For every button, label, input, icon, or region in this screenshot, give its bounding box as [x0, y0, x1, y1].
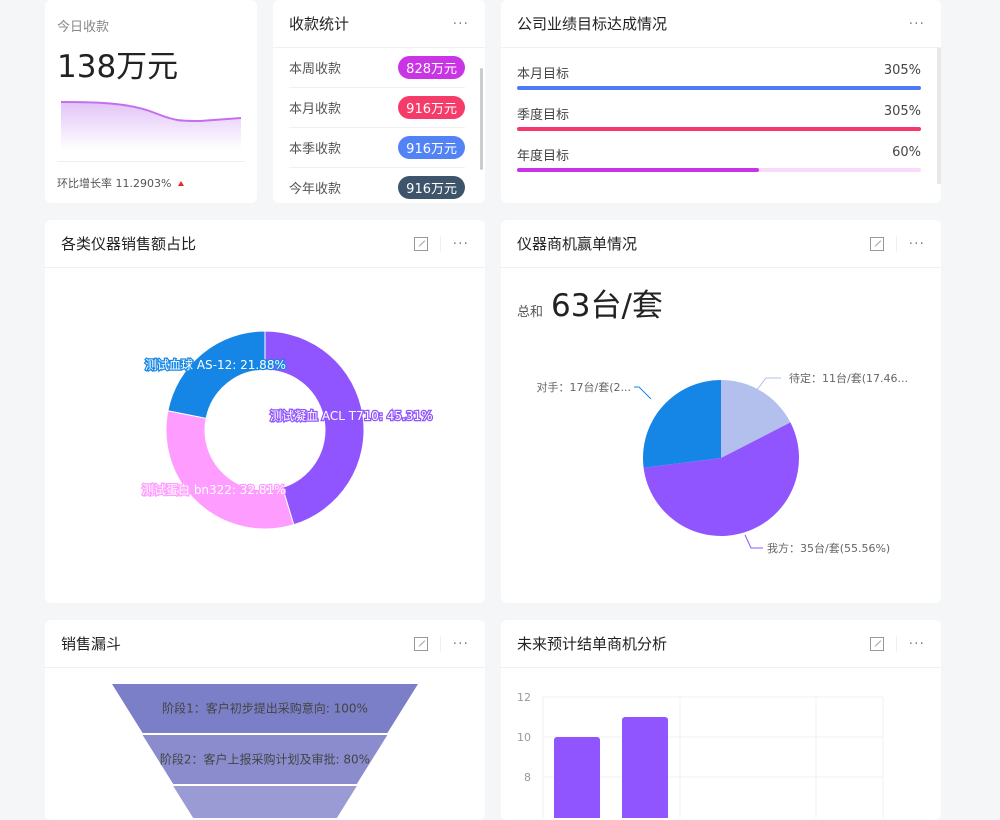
scrollbar[interactable] — [480, 68, 483, 170]
funnel-stage[interactable] — [112, 684, 418, 733]
sparkline — [60, 101, 242, 150]
donut-slice[interactable] — [264, 330, 365, 526]
card-title: 公司业绩目标达成情况 — [517, 15, 668, 33]
pie-slice[interactable] — [721, 380, 791, 458]
label-line — [634, 386, 652, 400]
donut-slice[interactable] — [167, 330, 266, 419]
expand-icon[interactable] — [413, 236, 428, 251]
more-icon[interactable]: ··· — [908, 635, 925, 652]
card-title: 收款统计 — [289, 15, 350, 33]
stage-label: 阶段1：客户初步提出采购意向: 100% — [162, 701, 368, 716]
funnel-stage[interactable] — [173, 786, 357, 818]
progress-fill — [517, 168, 760, 172]
expand-icon[interactable] — [869, 636, 884, 651]
slice-label: 我方：35台/套(55.56%) — [767, 541, 890, 555]
card-title: 仪器商机赢单情况 — [517, 235, 638, 253]
progress-fill — [517, 127, 921, 131]
donut-card: 各类仪器销售额占比 ··· 测试凝血 ACL T710: 45.31% 测试蛋白 b… — [45, 220, 485, 603]
pie-chart: 待定：11台/套(17.46... 我方：35台/套(55.56%) 对手：17台/… — [537, 371, 908, 555]
receipt-row: 本月收款 916万元 — [289, 88, 465, 128]
receipt-label: 今年收款 — [289, 182, 342, 197]
receipt-row: 今年收款 916万元 — [289, 168, 465, 203]
receipt-label: 本季收款 — [289, 142, 342, 157]
pie-slice[interactable] — [643, 380, 721, 468]
donut-slice[interactable] — [165, 410, 295, 530]
receipt-value-badge: 916万元 — [398, 176, 465, 199]
donut-chart: 测试凝血 ACL T710: 45.31% 测试蛋白 bn322: 32.81% 测… — [141, 330, 434, 530]
pie-card: 仪器商机赢单情况 ··· 总和 63台/套 待定：11台/套(17.46... 我方… — [501, 220, 941, 603]
today-value: 138万元 — [57, 49, 179, 85]
slice-label: 测试蛋白 bn322: 32.81% — [142, 482, 286, 497]
stage-label: 阶段2：客户上报采购计划及审批: 80% — [160, 752, 370, 767]
more-icon[interactable]: ··· — [452, 235, 469, 252]
receipt-row: 本季收款 916万元 — [289, 128, 465, 168]
card-title: 未来预计结单商机分析 — [517, 635, 668, 653]
y-tick-label: 12 — [517, 691, 531, 704]
receipt-row: 本周收款 828万元 — [289, 48, 465, 88]
goal-value: 305% — [883, 104, 921, 119]
more-icon[interactable]: ··· — [908, 235, 925, 252]
slice-label: 测试凝血 ACL T710: 45.31% — [270, 408, 433, 423]
funnel-chart: 阶段1：客户初步提出采购意向: 100% 阶段2：客户上报采购计划及审批: 80% — [112, 684, 418, 818]
slice-label: 对手：17台/套(2... — [537, 380, 631, 394]
expand-icon[interactable] — [869, 236, 884, 251]
goal-label: 年度目标 — [517, 149, 570, 164]
card-title: 销售漏斗 — [61, 635, 122, 653]
y-tick-label: 8 — [524, 771, 531, 784]
receipt-label: 本周收款 — [289, 62, 342, 77]
receipt-label: 本月收款 — [289, 102, 342, 117]
goal-value: 60% — [892, 145, 921, 160]
total-label: 总和 — [517, 305, 544, 320]
today-label: 今日收款 — [57, 20, 110, 35]
receipt-value-badge: 828万元 — [398, 56, 465, 79]
pie-slice[interactable] — [643, 422, 799, 536]
label-line — [744, 534, 763, 549]
goal-value: 305% — [883, 63, 921, 78]
goals-card: 公司业绩目标达成情况 ··· 本月目标 305% 季度目标 305% 年度目标 60% — [501, 0, 941, 203]
scrollbar[interactable] — [937, 48, 941, 184]
label-line — [755, 377, 781, 392]
slice-label: 测试血球 AS-12: 21.88% — [145, 357, 286, 372]
more-icon[interactable]: ··· — [452, 635, 469, 652]
goal-progress: 季度目标 305% — [517, 104, 921, 131]
progress-fill — [517, 86, 921, 90]
more-icon[interactable]: ··· — [452, 15, 469, 32]
y-tick-label: 10 — [517, 731, 531, 744]
slice-label: 待定：11台/套(17.46... — [789, 371, 908, 385]
receipt-value-badge: 916万元 — [398, 136, 465, 159]
more-icon[interactable]: ··· — [908, 15, 925, 32]
total-value: 63台/套 — [551, 288, 663, 324]
growth-rate: 环比增长率 11.2903% — [57, 177, 172, 190]
bar[interactable] — [622, 717, 668, 818]
bar[interactable] — [554, 737, 600, 818]
today-receipts-card: 今日收款 138万元 环比增长率 11.2903% — [45, 0, 257, 203]
goal-progress: 本月目标 305% — [517, 63, 921, 90]
funnel-stage[interactable] — [142, 735, 388, 784]
receipt-value-badge: 916万元 — [398, 96, 465, 119]
goal-label: 本月目标 — [517, 67, 570, 82]
card-title: 各类仪器销售额占比 — [61, 235, 197, 253]
funnel-card: 销售漏斗 ··· 阶段1：客户初步提出采购意向: 100% 阶段2：客户上报采购计划… — [45, 620, 485, 820]
goal-progress: 年度目标 60% — [517, 145, 921, 172]
triangle-up-icon — [178, 180, 185, 186]
bar-card: 未来预计结单商机分析 ··· 12 10 8 — [501, 620, 941, 820]
bar-chart: 12 10 8 — [517, 691, 884, 818]
expand-icon[interactable] — [413, 636, 428, 651]
receipts-card: 收款统计 ··· 本周收款 828万元 本月收款 916万元 本季收款 916万元 今年收款 9… — [273, 0, 485, 203]
goal-label: 季度目标 — [517, 108, 570, 123]
